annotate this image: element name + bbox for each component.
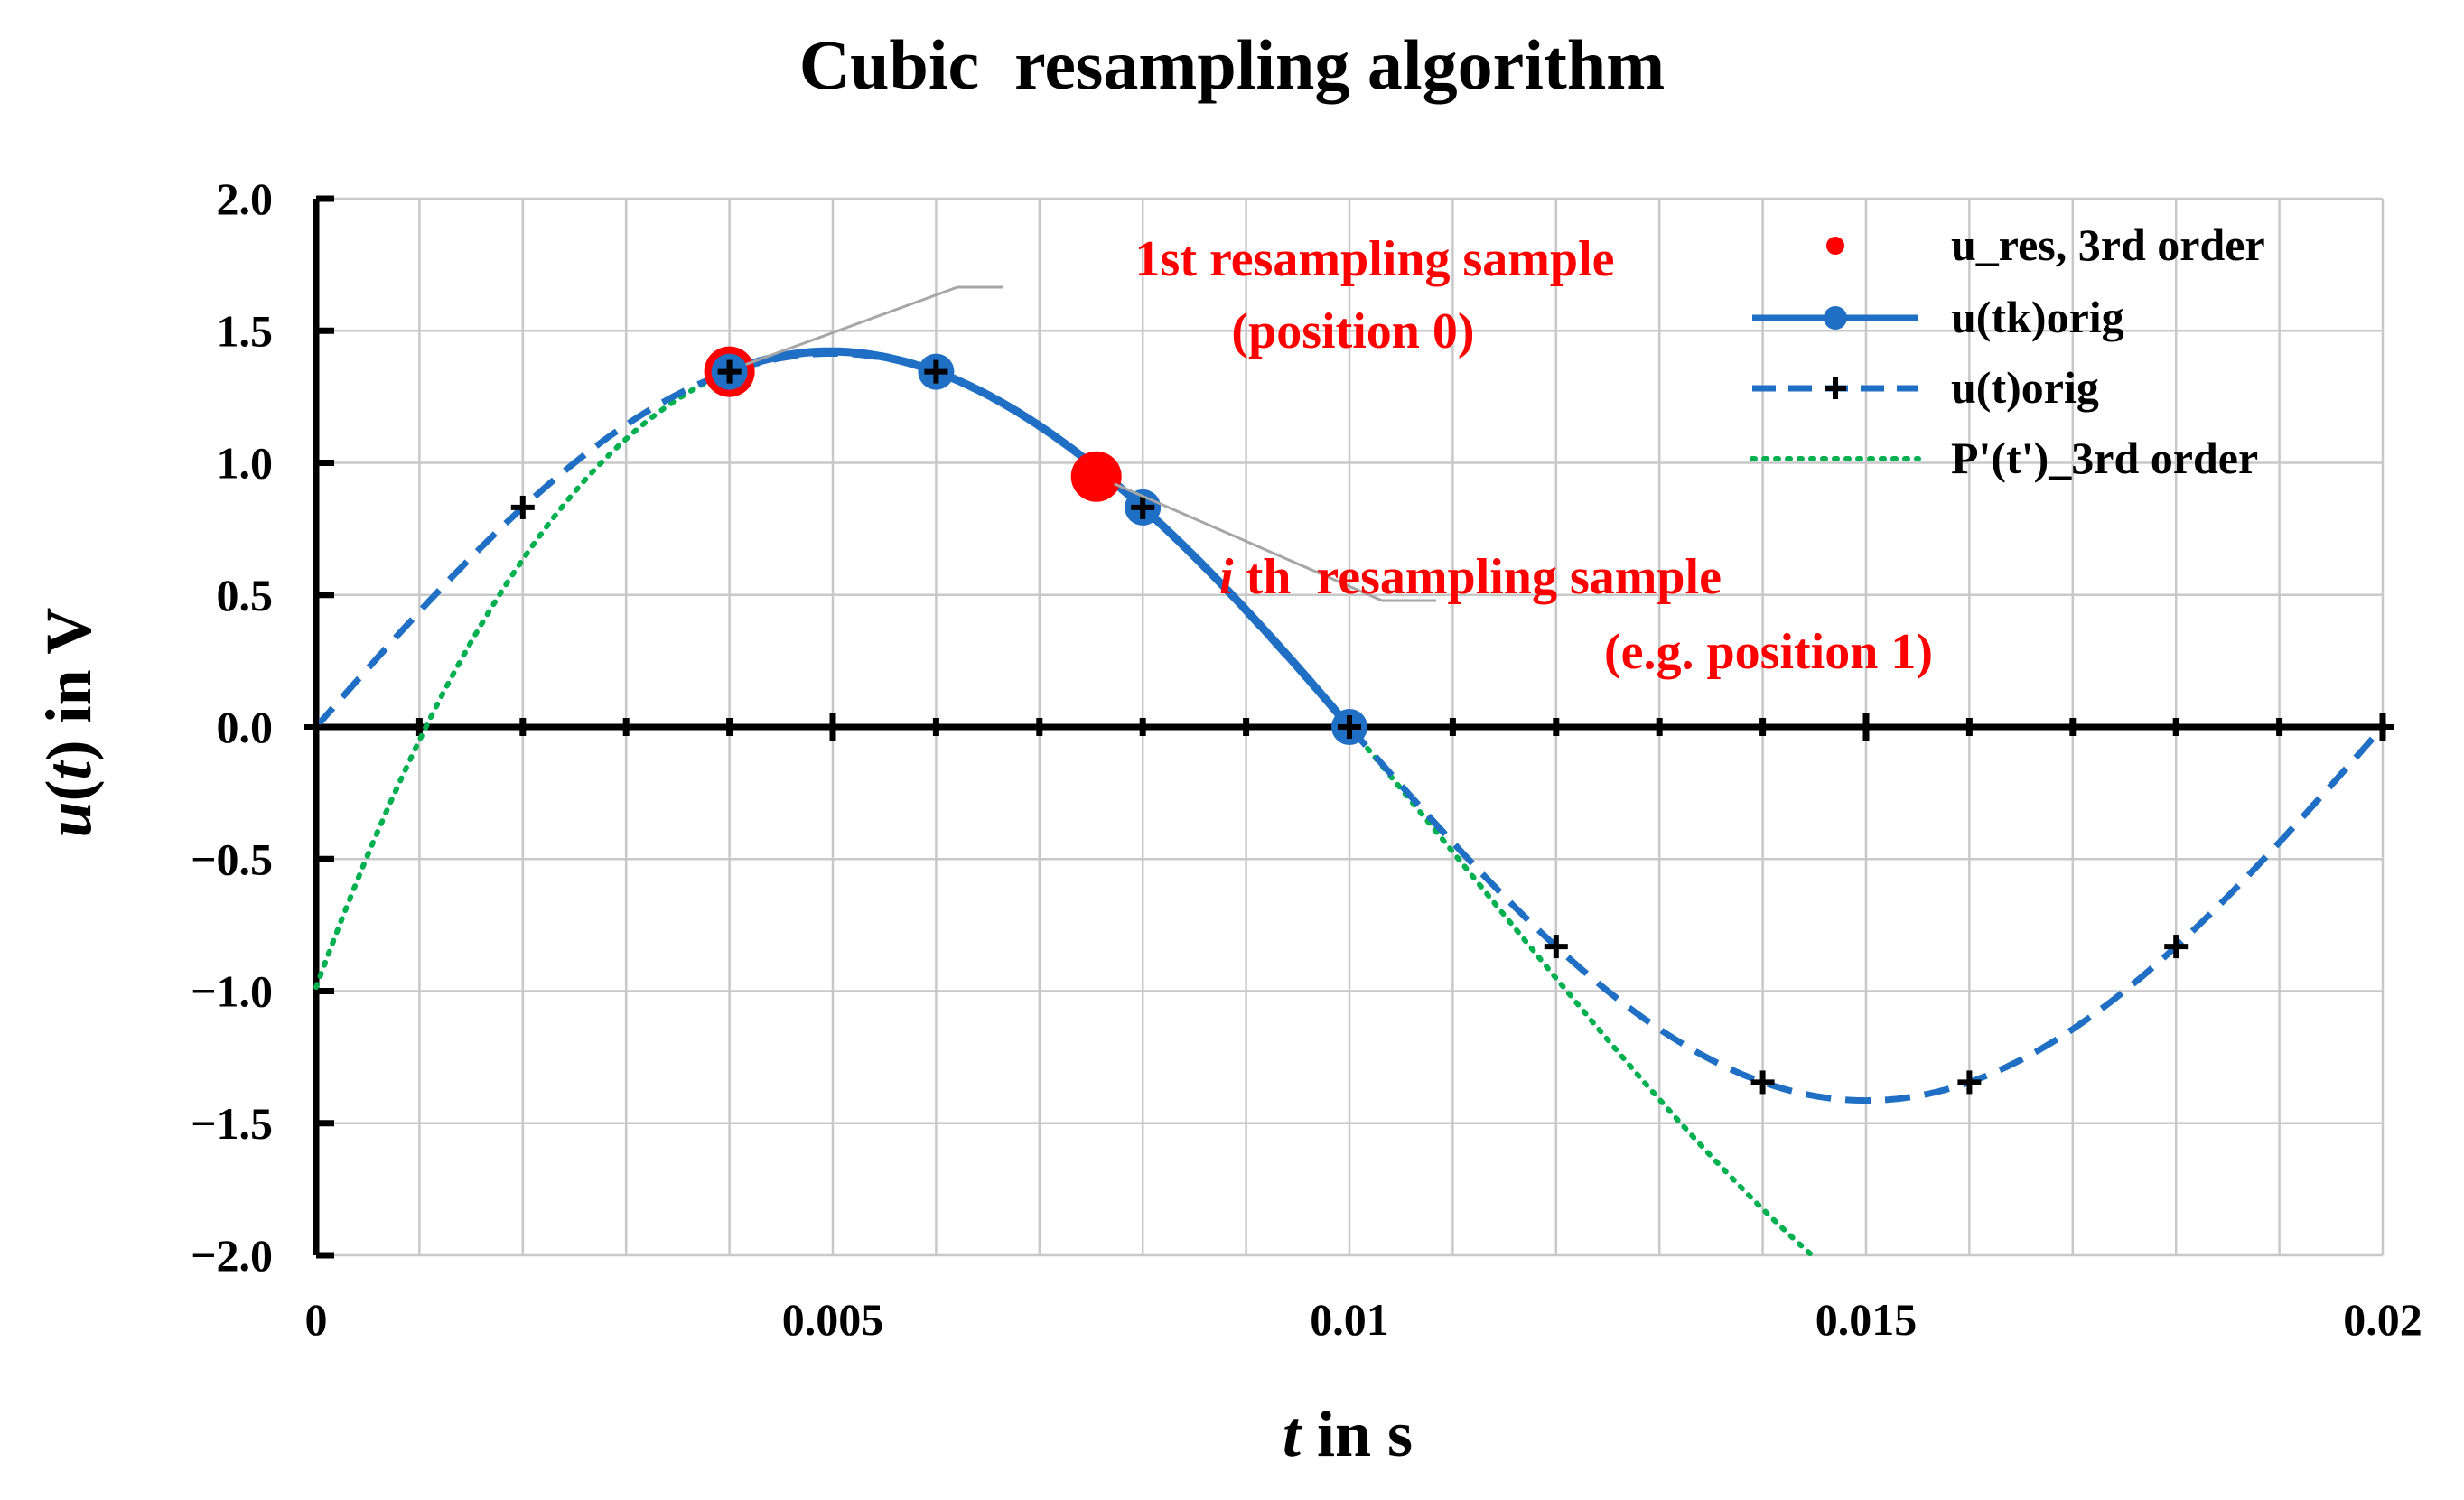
y-axis-label: u(t) in V	[33, 608, 105, 838]
y-tick-label: 0.5	[217, 570, 274, 620]
legend-swatch-utk-marker	[1824, 306, 1847, 330]
ut-orig-plus-marker	[924, 359, 948, 384]
legend-label-utk: u(tk)orig	[1951, 292, 2124, 342]
y-tick-label: −1.5	[191, 1098, 273, 1149]
ut-orig-plus-marker	[2164, 935, 2189, 959]
y-tick-label: 0.0	[217, 702, 274, 752]
annotation-2-italic: i	[1219, 549, 1234, 605]
ut-orig-plus-marker	[1338, 715, 1361, 739]
annotation-2-line1: i th resampling sample	[1219, 549, 1722, 605]
x-axis-label: t in s	[1283, 1398, 1413, 1470]
legend-swatch-u-res	[1826, 237, 1844, 255]
ut-orig-plus-marker	[1131, 495, 1155, 519]
y-tick-label: −0.5	[191, 834, 273, 884]
ut-orig-plus-marker	[510, 495, 535, 519]
y-tick-labels: 2.0 1.5 1.0 0.5 0.0 −0.5 −1.0 −1.5 −2.0	[191, 173, 273, 1281]
y-tick-label: −2.0	[191, 1230, 273, 1281]
x-tick-labels: 0 0.005 0.01 0.015 0.02	[305, 1294, 2422, 1345]
leader-line-2	[1114, 482, 1436, 602]
legend-label-u-res: u_res, 3rd order	[1951, 219, 2265, 270]
y-axis-paren-close: )	[33, 740, 105, 761]
annotation-1-line2: (position 0)	[1231, 303, 1474, 359]
leader-line-1	[745, 285, 1003, 366]
y-tick-label: −1.0	[191, 966, 273, 1017]
x-tick-label: 0.005	[782, 1294, 884, 1345]
series-utk-orig-line	[727, 347, 1353, 730]
legend-swatch-ut-marker	[1825, 377, 1846, 399]
x-tick-label: 0.01	[1310, 1294, 1389, 1345]
annotation-1-line1: 1st resampling sample	[1135, 231, 1615, 287]
chart-title: Cubic resampling algorithm	[799, 25, 1665, 104]
ut-orig-plus-marker	[717, 359, 742, 384]
ut-orig-plus-marker	[1750, 1070, 1775, 1095]
ut-orig-plus-marker	[2371, 715, 2394, 739]
x-tick-label: 0.015	[1815, 1294, 1918, 1345]
annotation-2-line2: (e.g. position 1)	[1604, 624, 1933, 680]
x-axis-rest: in s	[1301, 1398, 1413, 1470]
y-tick-label: 2.0	[217, 173, 274, 224]
ut-orig-plus-marker	[304, 715, 328, 739]
series-layer	[304, 346, 2394, 1258]
legend-label-p: P'(t')_3rd order	[1951, 433, 2258, 483]
annotation-leaders	[745, 285, 1436, 602]
x-tick-label: 0.02	[2343, 1294, 2422, 1345]
legend: u_res, 3rd order u(tk)orig u(t)orig P'(t…	[1750, 219, 2265, 483]
x-tick-label: 0	[305, 1294, 328, 1345]
y-axis-rest: in V	[33, 608, 105, 741]
ut-orig-plus-marker	[1957, 1070, 1982, 1095]
legend-label-ut: u(t)orig	[1951, 362, 2099, 413]
series-p-3rd-order-line	[313, 349, 1815, 1258]
y-axis-paren-open: (	[33, 779, 105, 801]
x-axis-var: t	[1283, 1398, 1302, 1470]
y-tick-label: 1.5	[217, 305, 274, 356]
y-tick-label: 1.0	[217, 438, 274, 489]
u-res-marker	[1070, 451, 1122, 502]
ut-orig-plus-marker	[1544, 935, 1568, 959]
annotation-2-rest: th resampling sample	[1234, 549, 1722, 605]
y-axis-paren-var: t	[33, 759, 105, 779]
y-axis-var: u	[33, 801, 105, 837]
